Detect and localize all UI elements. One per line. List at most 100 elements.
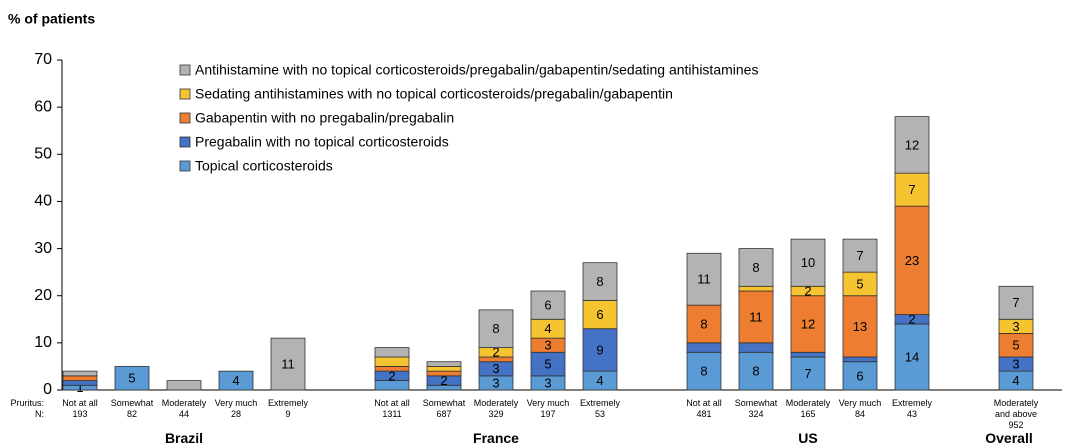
x-tick-label: Somewhat 82 (105, 398, 159, 420)
data-label: 5 (544, 357, 551, 372)
category-label: Somewhat (734, 398, 778, 408)
bar-segment (842, 295, 878, 358)
category-label: Extremely (579, 398, 620, 408)
data-label: 2 (804, 283, 811, 298)
data-label: 7 (856, 248, 863, 263)
bar-segment (374, 356, 410, 367)
data-label: 6 (544, 298, 551, 313)
category-label: Moderately (161, 398, 207, 408)
category-label: Not at all (686, 398, 722, 408)
data-label: 3 (544, 375, 551, 390)
bar-segment (842, 356, 878, 363)
data-label: 11 (749, 309, 763, 324)
n-label: 952 (1008, 420, 1024, 430)
y-tick-label: 20 (34, 287, 52, 304)
bar-segment (166, 380, 202, 391)
bar-segment (738, 342, 774, 353)
bar-segment (218, 370, 254, 391)
n-label: 324 (748, 409, 764, 419)
n-label: 1311 (382, 409, 402, 419)
bar-segment (530, 290, 566, 320)
data-label: 3 (492, 361, 499, 376)
data-label: 2 (388, 368, 395, 383)
data-label: 6 (596, 307, 603, 322)
category-label: Moderately (785, 398, 831, 408)
data-label: 11 (281, 357, 295, 372)
data-label: 7 (1012, 295, 1019, 310)
x-tick-label: Extremely 53 (573, 398, 627, 420)
bar-segment (62, 380, 98, 386)
n-label: 53 (594, 409, 605, 419)
x-tick-label: Extremely 43 (885, 398, 939, 420)
x-tick-label: Very much 197 (521, 398, 575, 420)
n-label: 84 (854, 409, 865, 419)
category-label: Very much (214, 398, 258, 408)
data-label: 8 (752, 260, 759, 275)
data-label: 8 (700, 316, 707, 331)
bar-segment (374, 366, 410, 372)
group-label: France (473, 430, 519, 446)
category-label: Not at all (62, 398, 98, 408)
x-tick-label: Moderately 329 (469, 398, 523, 420)
x-tick-label: Not at all 1311 (365, 398, 419, 420)
data-label: 5 (128, 371, 135, 386)
data-label: 2 (908, 312, 915, 327)
data-label: 1 (76, 380, 83, 395)
bar-segment (686, 252, 722, 306)
legend-swatch (179, 112, 191, 124)
n-label: 193 (72, 409, 88, 419)
category-label: Extremely (267, 398, 308, 408)
y-tick-label: 60 (34, 98, 52, 115)
y-axis-title: % of patients (8, 11, 95, 27)
n-label: 9 (285, 409, 291, 419)
bar-segment (270, 337, 306, 391)
x-tick-label: Extremely 9 (261, 398, 315, 420)
category-label: Very much (838, 398, 882, 408)
data-label: 2 (492, 345, 499, 360)
x-tick-label: Not at all 481 (677, 398, 731, 420)
category-label: Moderately and above (993, 398, 1039, 419)
bar-segment (790, 238, 826, 287)
n-label: 28 (230, 409, 241, 419)
data-label: 4 (544, 321, 551, 336)
bar-segment (842, 238, 878, 273)
legend-swatch (179, 136, 191, 148)
data-label: 3 (492, 375, 499, 390)
bar-segment (426, 370, 462, 377)
y-tick-label: 30 (34, 240, 52, 257)
bar-segment (374, 347, 410, 358)
bar-segment (894, 205, 930, 315)
legend-swatch (179, 160, 191, 172)
group-label: Brazil (164, 430, 204, 446)
bar-segment (894, 116, 930, 174)
data-label: 9 (596, 342, 603, 357)
data-label: 3 (1012, 319, 1019, 334)
bar-segment (842, 361, 878, 391)
y-tick-label: 0 (43, 381, 52, 398)
x-tick-label: Moderately and above 952 (989, 398, 1043, 431)
data-label: 10 (801, 255, 815, 270)
category-label: Somewhat (110, 398, 154, 408)
x-tick-label: Somewhat 324 (729, 398, 783, 420)
y-tick-label: 40 (34, 193, 52, 210)
x-tick-label: Not at all 193 (53, 398, 107, 420)
bar-segment (478, 309, 514, 348)
x-tick-label: Very much 84 (833, 398, 887, 420)
bar-segment (894, 172, 930, 207)
bar-segment (998, 285, 1034, 320)
y-tick-label: 10 (34, 334, 52, 351)
bar-segment (738, 285, 774, 292)
data-label: 8 (596, 274, 603, 289)
bar-segment (686, 351, 722, 391)
category-label: Very much (526, 398, 570, 408)
data-label: 5 (856, 276, 863, 291)
n-label: 481 (696, 409, 712, 419)
data-label: 8 (700, 364, 707, 379)
data-label: 3 (544, 338, 551, 353)
data-label: 4 (232, 373, 239, 388)
category-label: Moderately (473, 398, 519, 408)
n-label: 44 (178, 409, 189, 419)
data-label: 7 (908, 182, 915, 197)
data-label: 23 (905, 253, 919, 268)
